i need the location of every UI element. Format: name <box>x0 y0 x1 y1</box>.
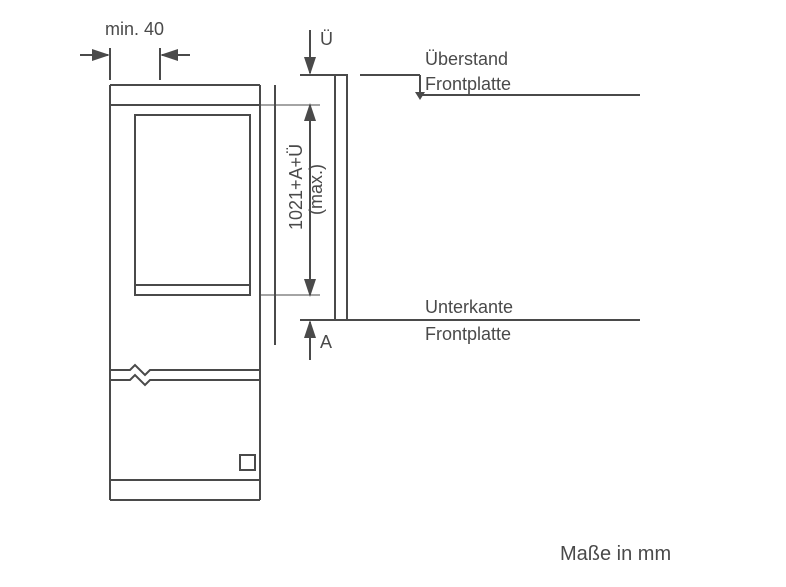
a-label: A <box>320 332 332 352</box>
dim-a: A <box>300 320 350 360</box>
u-label: Ü <box>320 29 333 49</box>
dim-vertical: 1021+A+Ü (max.) <box>260 105 326 295</box>
vdim-sub: (max.) <box>306 164 326 215</box>
top-label1: Überstand <box>425 49 508 69</box>
bottom-label1: Unterkante <box>425 297 513 317</box>
front-plate <box>335 75 347 320</box>
top-label2: Frontplatte <box>425 74 511 94</box>
bottom-label2: Frontplatte <box>425 324 511 344</box>
cabinet-body <box>110 85 260 500</box>
label-top: Überstand Frontplatte <box>360 49 640 100</box>
dim-u: Ü <box>300 29 345 75</box>
label-bottom: Unterkante Frontplatte <box>347 297 640 344</box>
vdim-label: 1021+A+Ü <box>286 144 306 230</box>
footer-text: Maße in mm <box>560 543 671 565</box>
technical-drawing: min. 40 <box>0 0 786 587</box>
min40-label: min. 40 <box>105 19 164 39</box>
dim-min40: min. 40 <box>80 19 190 80</box>
